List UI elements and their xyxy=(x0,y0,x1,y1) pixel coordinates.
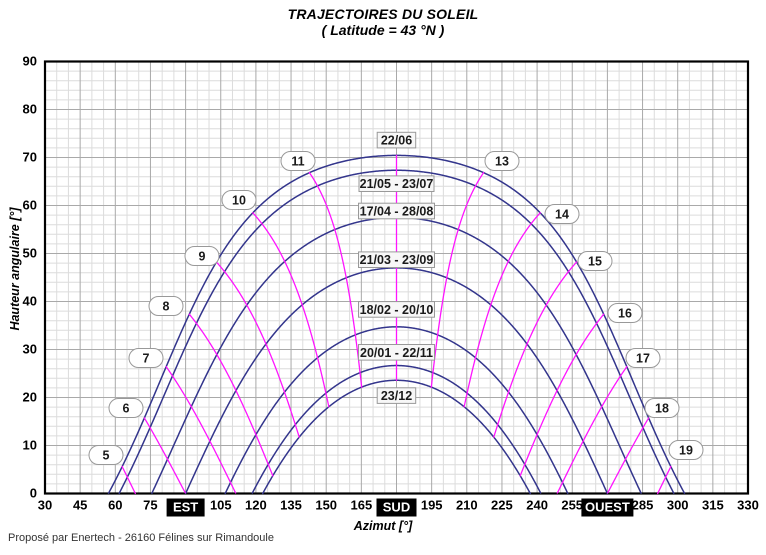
svg-text:22/06: 22/06 xyxy=(381,134,412,148)
svg-text:80: 80 xyxy=(23,102,37,117)
svg-text:150: 150 xyxy=(315,498,337,513)
svg-text:20/01 - 22/11: 20/01 - 22/11 xyxy=(360,346,433,360)
svg-text:15: 15 xyxy=(588,255,602,269)
svg-text:120: 120 xyxy=(245,498,267,513)
svg-text:OUEST: OUEST xyxy=(585,500,630,515)
svg-text:7: 7 xyxy=(143,352,150,366)
svg-text:5: 5 xyxy=(103,449,110,463)
svg-text:18/02 - 20/10: 18/02 - 20/10 xyxy=(360,303,434,317)
svg-text:75: 75 xyxy=(143,498,157,513)
svg-text:70: 70 xyxy=(23,150,37,165)
svg-text:17: 17 xyxy=(636,352,650,366)
svg-text:18: 18 xyxy=(655,402,669,416)
svg-text:50: 50 xyxy=(23,246,37,261)
svg-text:285: 285 xyxy=(632,498,654,513)
svg-text:21/03 - 23/09: 21/03 - 23/09 xyxy=(360,253,434,267)
svg-text:240: 240 xyxy=(526,498,548,513)
svg-text:45: 45 xyxy=(73,498,87,513)
svg-text:9: 9 xyxy=(199,250,206,264)
svg-text:10: 10 xyxy=(23,438,37,453)
svg-text:20: 20 xyxy=(23,390,37,405)
svg-text:315: 315 xyxy=(702,498,724,513)
svg-text:105: 105 xyxy=(210,498,232,513)
svg-text:330: 330 xyxy=(737,498,759,513)
svg-text:30: 30 xyxy=(38,498,52,513)
svg-text:6: 6 xyxy=(123,402,130,416)
svg-text:195: 195 xyxy=(421,498,443,513)
svg-text:0: 0 xyxy=(30,486,37,501)
svg-text:210: 210 xyxy=(456,498,478,513)
svg-text:17/04 - 28/08: 17/04 - 28/08 xyxy=(360,205,434,219)
svg-text:135: 135 xyxy=(280,498,302,513)
svg-text:165: 165 xyxy=(351,498,373,513)
svg-text:8: 8 xyxy=(163,300,170,314)
svg-text:225: 225 xyxy=(491,498,513,513)
svg-text:23/12: 23/12 xyxy=(381,389,412,403)
svg-text:255: 255 xyxy=(561,498,583,513)
svg-text:60: 60 xyxy=(23,198,37,213)
svg-text:16: 16 xyxy=(618,307,632,321)
svg-text:11: 11 xyxy=(291,155,304,169)
svg-text:90: 90 xyxy=(23,54,37,69)
svg-text:21/05 - 23/07: 21/05 - 23/07 xyxy=(360,177,434,191)
svg-text:EST: EST xyxy=(173,500,198,515)
svg-text:300: 300 xyxy=(667,498,689,513)
svg-text:19: 19 xyxy=(679,444,693,458)
svg-text:60: 60 xyxy=(108,498,122,513)
svg-text:14: 14 xyxy=(555,208,569,222)
svg-text:30: 30 xyxy=(23,342,37,357)
svg-text:40: 40 xyxy=(23,294,37,309)
svg-text:10: 10 xyxy=(232,194,246,208)
svg-text:13: 13 xyxy=(495,155,509,169)
svg-text:SUD: SUD xyxy=(383,500,410,515)
